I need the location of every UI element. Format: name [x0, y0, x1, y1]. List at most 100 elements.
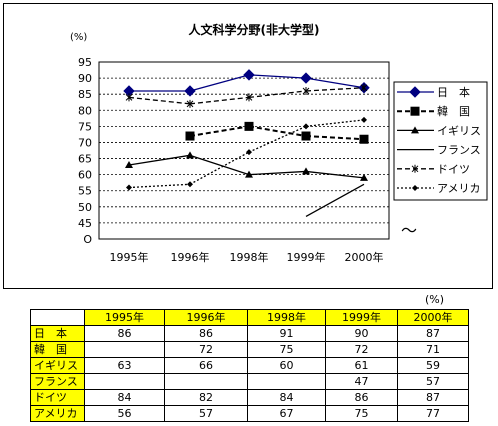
legend-box [393, 81, 488, 201]
table-row: 日 本 86 86 91 90 87 [30, 325, 469, 342]
table-cell: 87 [397, 389, 469, 406]
x-tick-label: 1995年 [110, 250, 149, 264]
y-tick-label: 85 [78, 88, 92, 101]
data-point [244, 121, 254, 131]
data-point [409, 86, 421, 98]
data-table: 1995年 1996年 1998年 1999年 2000年 日 本 86 86 … [30, 309, 469, 422]
series-line [189, 125, 250, 138]
y-tick-label: 80 [78, 104, 92, 117]
table-cell: 60 [247, 357, 326, 374]
legend-label: イギリス [437, 124, 481, 137]
data-point [300, 72, 312, 84]
table-corner-cell [30, 309, 85, 326]
table-cell: 82 [164, 389, 248, 406]
y-tick-label: 55 [78, 185, 92, 198]
table-cell [247, 373, 326, 390]
table-cell: 63 [84, 357, 165, 374]
series-line [189, 74, 250, 92]
table-row: ドイツ 84 82 84 86 87 [30, 389, 469, 406]
series-line [248, 74, 307, 79]
table-cell: 67 [247, 405, 326, 422]
data-point [185, 131, 195, 141]
data-point [126, 184, 132, 191]
table-cell: 77 [397, 405, 469, 422]
table-cell: 86 [164, 325, 248, 342]
y-tick-label: 70 [78, 136, 92, 149]
data-point [125, 93, 133, 102]
table-row: イギリス 63 66 60 61 59 [30, 357, 469, 374]
data-point [302, 86, 310, 95]
series-line [248, 125, 307, 138]
table-row: フランス 47 57 [30, 373, 469, 390]
table-cell [84, 341, 165, 358]
table-cell: 90 [325, 325, 398, 342]
data-point [187, 181, 193, 188]
series-line [128, 154, 191, 166]
data-point [125, 160, 133, 168]
data-point [360, 173, 368, 181]
series-line [305, 87, 365, 92]
data-point [186, 99, 194, 108]
series-line [305, 77, 365, 89]
line-chart: 人文科学分野(非大学型) (%) 95 90 85 80 75 70 65 60 55 50 45 O… [70, 22, 488, 264]
x-tick-label: 1999年 [287, 250, 326, 264]
y-tick-label: 50 [78, 201, 92, 214]
data-point [301, 131, 311, 141]
series-line [189, 151, 250, 185]
series-line [248, 90, 307, 99]
table-cell: 87 [397, 325, 469, 342]
table-header-cell: 1999年 [325, 309, 398, 326]
table-cell: 72 [325, 341, 398, 358]
chart-area: 人文科学分野(非大学型) (%) 95 90 85 80 75 70 65 60 55 50 45 O… [3, 3, 493, 289]
table-cell: 75 [325, 405, 398, 422]
table-header-cell: 2000年 [397, 309, 469, 326]
series-line [189, 96, 250, 105]
data-point [410, 106, 420, 116]
row-label: 韓 国 [30, 341, 85, 358]
data-point [411, 126, 419, 134]
series-line [305, 135, 365, 141]
y-tick-label: 90 [78, 72, 92, 85]
data-point [360, 83, 368, 92]
data-point [186, 151, 194, 159]
table-cell: 84 [84, 389, 165, 406]
table-cell: 61 [325, 357, 398, 374]
series-line [305, 170, 365, 179]
y-tick-label: 75 [78, 120, 92, 133]
plot-frame [98, 61, 390, 240]
table-header-cell: 1995年 [84, 309, 165, 326]
data-point [302, 167, 310, 175]
x-tick-label: 2000年 [345, 250, 384, 264]
axis-break-symbol: 〜 [401, 221, 417, 240]
table-unit: (%) [425, 293, 445, 306]
data-point [245, 170, 253, 178]
data-point [411, 164, 419, 173]
series-line [248, 170, 307, 176]
series-line [189, 154, 250, 176]
table-cell: 75 [247, 341, 326, 358]
y-tick-label: O [83, 233, 92, 246]
legend-label: アメリカ [437, 182, 480, 195]
x-tick-label: 1998年 [230, 250, 269, 264]
table-cell: 66 [164, 357, 248, 374]
series-line [248, 125, 307, 153]
data-point [359, 134, 369, 144]
data-point [361, 116, 367, 123]
legend-label: フランス [437, 144, 481, 157]
y-tick-label: 95 [78, 56, 92, 69]
table-cell: 57 [164, 405, 248, 422]
table-cell: 47 [325, 373, 398, 390]
row-label: 日 本 [30, 325, 85, 342]
table-row: アメリカ 56 57 67 75 77 [30, 405, 469, 422]
legend-label: ドイツ [437, 163, 470, 176]
table-header-row: 1995年 1996年 1998年 1999年 2000年 [30, 309, 469, 326]
y-axis-unit: (%) [70, 32, 87, 43]
table-cell: 72 [164, 341, 248, 358]
row-label: フランス [30, 373, 85, 390]
table-header-cell: 1996年 [164, 309, 248, 326]
series-line [128, 96, 191, 105]
chart-title: 人文科学分野(非大学型) [189, 22, 320, 37]
table-row: 韓 国 72 75 72 71 [30, 341, 469, 358]
data-point [246, 149, 252, 156]
row-label: イギリス [30, 357, 85, 374]
